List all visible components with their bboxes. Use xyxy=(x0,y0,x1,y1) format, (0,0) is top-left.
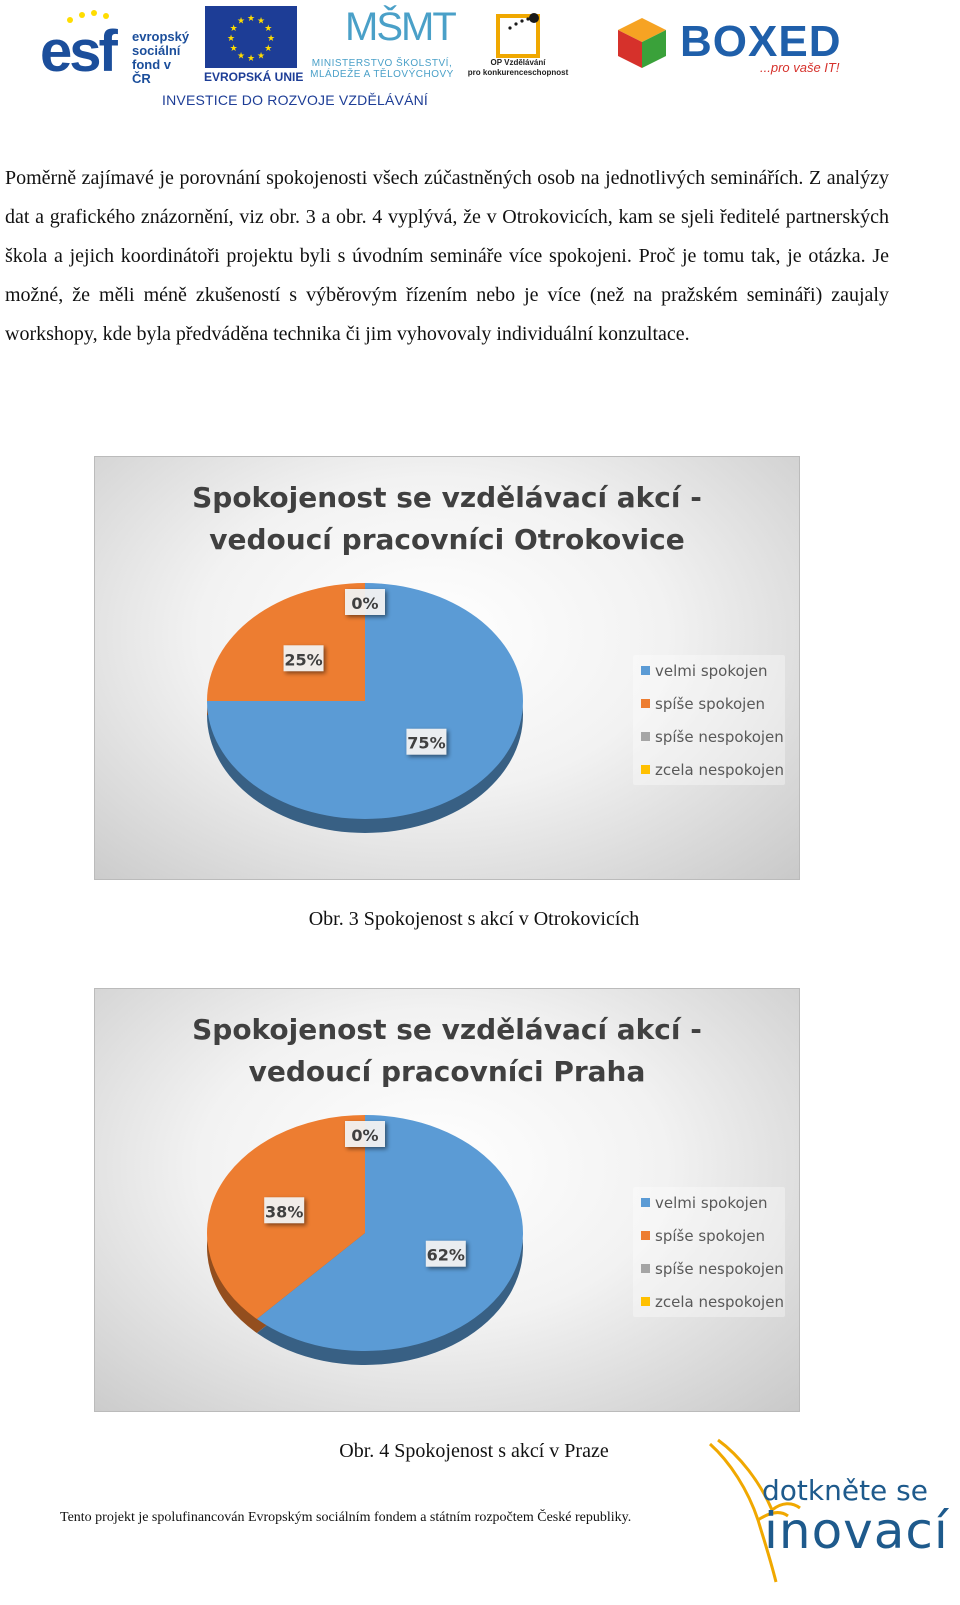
eu-star-icon: ★ xyxy=(237,50,245,60)
eu-star-icon: ★ xyxy=(264,43,272,53)
legend-swatch xyxy=(641,1297,650,1306)
legend-swatch xyxy=(641,765,650,774)
eu-star-icon: ★ xyxy=(227,33,235,43)
legend-item: zcela nespokojen xyxy=(641,760,784,780)
svg-text:0%: 0% xyxy=(351,594,378,613)
eu-star-icon: ★ xyxy=(230,43,238,53)
msmt-text-line: MINISTERSTVO ŠKOLSTVÍ, xyxy=(311,58,453,69)
esf-wordmark: esf xyxy=(40,19,118,84)
chart-title: Spokojenost se vzdělávací akcí - vedoucí… xyxy=(95,477,799,561)
eu-star-icon: ★ xyxy=(257,50,265,60)
legend-swatch xyxy=(641,699,650,708)
esf-sub-line: fond v ČR xyxy=(132,57,171,86)
hand-pointer-icon xyxy=(708,1438,801,1583)
esf-stars-icon xyxy=(67,10,109,23)
chart-legend: velmi spokojen spíše spokojen spíše nespok… xyxy=(633,1187,785,1317)
figure-caption: Obr. 4 Spokojenost s akcí v Praze xyxy=(339,1440,609,1462)
op-text-line: OP Vzdělávání xyxy=(490,58,546,67)
msmt-logo: MŠMT xyxy=(345,5,457,49)
pie-chart-praha: Spokojenost se vzdělávací akcí - vedoucí… xyxy=(94,988,800,1412)
eu-label: EVROPSKÁ UNIE xyxy=(204,70,304,84)
boxed-tagline: ...pro vaše IT! xyxy=(760,60,840,75)
legend-label: velmi spokojen xyxy=(655,662,768,680)
chart-title: Spokojenost se vzdělávací akcí - vedoucí… xyxy=(95,1009,799,1093)
legend-item: spíše spokojen xyxy=(641,694,765,714)
legend-item: spíše nespokojen xyxy=(641,727,784,747)
legend-item: spíše nespokojen xyxy=(641,1259,784,1279)
chart-title-line: Spokojenost se vzdělávací akcí - xyxy=(192,1013,702,1046)
investice-tagline: INVESTICE DO ROZVOJE VZDĚLÁVÁNÍ xyxy=(162,92,429,108)
svg-text:62%: 62% xyxy=(427,1246,465,1265)
msmt-text: MINISTERSTVO ŠKOLSTVÍ, MLÁDEŽE A TĚLOVÝC… xyxy=(302,58,462,80)
legend-label: zcela nespokojen xyxy=(655,1293,784,1311)
pie-data-label: 25% xyxy=(283,645,324,672)
legend-label: spíše spokojen xyxy=(655,1227,766,1245)
eu-star-icon: ★ xyxy=(257,16,265,26)
eu-star-icon: ★ xyxy=(267,33,275,43)
legend-label: spíše nespokojen xyxy=(655,1260,784,1278)
legend-swatch xyxy=(641,666,650,675)
boxed-wordmark: BOXED xyxy=(680,17,842,66)
pie-data-label: 0% xyxy=(345,1121,385,1147)
esf-sub-line: sociální xyxy=(132,43,181,58)
chart-legend: velmi spokojen spíše spokojen spíše nespok… xyxy=(633,655,785,785)
op-text-line: pro konkurenceschopnost xyxy=(467,68,569,77)
legend-label: zcela nespokojen xyxy=(655,761,784,779)
body-paragraph: Poměrně zajímavé je porovnání spokojenos… xyxy=(5,167,889,345)
dotknete-wordmark-line2: inovací xyxy=(764,1502,949,1560)
eu-star-icon: ★ xyxy=(264,23,272,33)
pie-svg: 62% 38% 0% xyxy=(206,1115,523,1365)
eu-star-icon: ★ xyxy=(247,13,255,23)
legend-label: velmi spokojen xyxy=(655,1194,768,1212)
legend-swatch xyxy=(641,732,650,741)
legend-item: velmi spokojen xyxy=(641,661,768,681)
chart-title-line: vedoucí pracovníci Praha xyxy=(248,1055,646,1088)
legend-swatch xyxy=(641,1231,650,1240)
boxed-cube-icon xyxy=(618,18,666,68)
op-logo-icon xyxy=(496,13,540,58)
eu-star-icon: ★ xyxy=(237,16,245,26)
pie-slice xyxy=(207,583,365,701)
pie-svg: 75% 25% 0% xyxy=(207,583,523,833)
svg-text:25%: 25% xyxy=(284,650,322,669)
esf-sub-line: evropský xyxy=(132,29,190,44)
svg-text:75%: 75% xyxy=(407,734,445,753)
legend-item: zcela nespokojen xyxy=(641,1292,784,1312)
dotknete-wordmark-line1: dotkněte se xyxy=(762,1474,928,1507)
eu-star-icon: ★ xyxy=(230,23,238,33)
legend-label: spíše nespokojen xyxy=(655,728,784,746)
svg-text:38%: 38% xyxy=(265,1202,303,1221)
legend-item: spíše spokojen xyxy=(641,1226,765,1246)
figure-caption: Obr. 3 Spokojenost s akcí v Otrokovicích xyxy=(308,908,640,930)
pie-data-label: 75% xyxy=(406,728,447,755)
header-logos: esf evropský sociální fond v ČR ★ ★ ★ ★ ★ ★ ★ ★… xyxy=(0,0,960,120)
pie-data-label: 38% xyxy=(264,1197,305,1224)
esf-subtitle: evropský sociální fond v ČR xyxy=(132,30,189,86)
legend-swatch xyxy=(641,1264,650,1273)
footer-note: Tento projekt je spolufinancován Evropsk… xyxy=(60,1510,632,1525)
chart-title-line: Spokojenost se vzdělávací akcí - xyxy=(192,481,702,514)
eu-flag-icon: ★ ★ ★ ★ ★ ★ ★ ★ ★ ★ ★ ★ xyxy=(205,6,297,68)
eu-star-icon: ★ xyxy=(247,53,255,63)
pie-data-label: 62% xyxy=(425,1240,466,1267)
pie-data-label: 0% xyxy=(345,589,385,615)
op-text: OP Vzdělávání pro konkurenceschopnost xyxy=(466,58,570,78)
svg-text:0%: 0% xyxy=(351,1126,378,1145)
pie-chart-otrokovice: Spokojenost se vzdělávací akcí - vedoucí… xyxy=(94,456,800,880)
legend-item: velmi spokojen xyxy=(641,1193,768,1213)
legend-label: spíše spokojen xyxy=(655,695,766,713)
legend-swatch xyxy=(641,1198,650,1207)
pie-slice xyxy=(256,1115,523,1351)
msmt-text-line: MLÁDEŽE A TĚLOVÝCHOVY xyxy=(310,69,454,80)
chart-title-line: vedoucí pracovníci Otrokovice xyxy=(209,523,685,556)
